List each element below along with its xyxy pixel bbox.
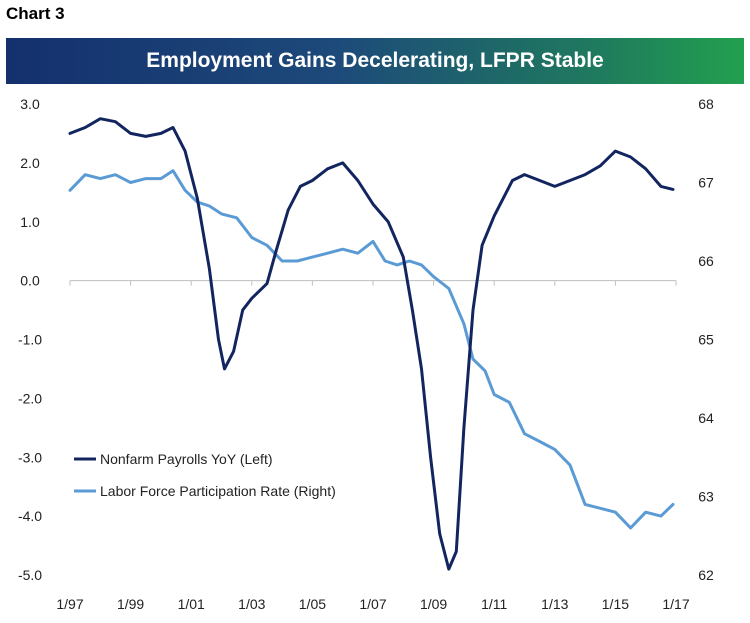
x-axis-tick-label: 1/13: [541, 596, 568, 612]
x-axis-tick-label: 1/99: [117, 596, 144, 612]
right-axis-tick-label: 68: [698, 96, 714, 112]
chart-title: Employment Gains Decelerating, LFPR Stab…: [146, 49, 604, 72]
chart-title-banner: Employment Gains Decelerating, LFPR Stab…: [6, 38, 744, 84]
left-axis-tick-label: -4.0: [18, 508, 42, 524]
left-axis-tick-label: -2.0: [18, 390, 42, 406]
left-axis-tick-label: 1.0: [20, 214, 40, 230]
right-axis-tick-label: 62: [698, 567, 714, 583]
right-axis-tick-label: 63: [698, 489, 714, 505]
left-axis-tick-label: -5.0: [18, 567, 42, 583]
legend-label: Nonfarm Payrolls YoY (Left): [100, 451, 273, 467]
right-axis-tick-label: 64: [698, 410, 714, 426]
x-axis-tick-label: 1/03: [238, 596, 265, 612]
left-axis-tick-label: 0.0: [20, 273, 40, 289]
x-axis-tick-label: 1/15: [602, 596, 629, 612]
series-line-nonfarm-payrolls: [68, 117, 675, 571]
right-axis-tick-label: 66: [698, 253, 714, 269]
series-line-lfpr: [68, 169, 675, 530]
right-axis-tick-label: 67: [698, 175, 714, 191]
left-axis-tick-label: 3.0: [20, 96, 40, 112]
left-axis-tick-label: -1.0: [18, 332, 42, 348]
x-axis-tick-label: 1/05: [299, 596, 326, 612]
x-axis-tick-label: 1/17: [662, 596, 689, 612]
x-axis-tick-label: 1/07: [359, 596, 386, 612]
x-axis-tick-label: 1/11: [481, 596, 507, 612]
left-axis-tick-label: 2.0: [20, 155, 40, 171]
right-axis-tick-label: 65: [698, 332, 714, 348]
x-axis-tick-label: 1/97: [56, 596, 83, 612]
chart-heading: Chart 3: [6, 4, 65, 23]
legend-label: Labor Force Participation Rate (Right): [100, 483, 336, 499]
x-axis-tick-label: 1/09: [420, 596, 447, 612]
left-axis-tick-label: -3.0: [18, 449, 42, 465]
x-axis-tick-label: 1/01: [178, 596, 205, 612]
